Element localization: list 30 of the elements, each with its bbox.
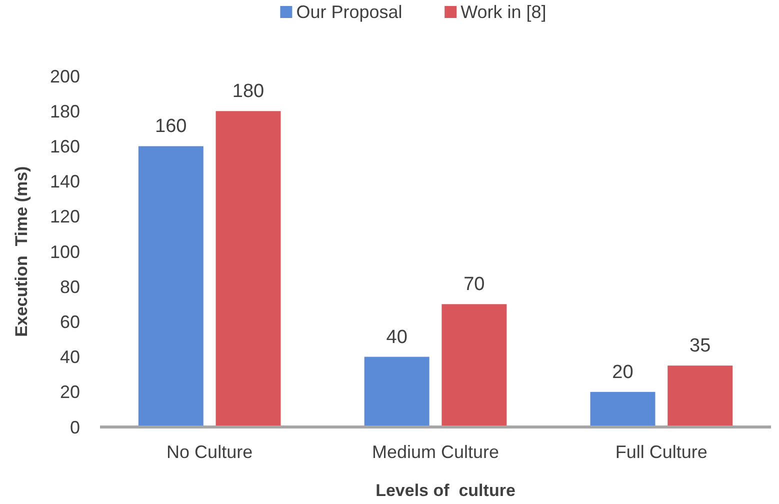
data-label: 40 [386, 326, 408, 348]
bar [442, 304, 507, 427]
data-label: 70 [464, 274, 485, 296]
y-tick-label: 80 [60, 276, 80, 297]
data-label: 20 [612, 362, 634, 383]
y-tick-label: 200 [50, 66, 80, 86]
y-tick-label: 40 [60, 347, 80, 368]
bar [590, 392, 656, 427]
x-axis-title: Levels of culture [376, 481, 516, 500]
y-tick-label: 180 [50, 101, 80, 122]
y-tick-label: 100 [50, 242, 80, 262]
x-tick-label: No Culture [166, 442, 253, 462]
data-label: 160 [155, 116, 187, 138]
y-tick-label: 0 [70, 417, 80, 438]
bar [138, 146, 204, 427]
legend-label: Work in [8] [460, 2, 546, 22]
y-tick-label: 60 [60, 312, 80, 332]
x-tick-label: Medium Culture [372, 442, 500, 462]
y-tick-label: 160 [50, 136, 80, 156]
data-label: 35 [690, 336, 711, 357]
data-label: 180 [232, 81, 264, 102]
legend-label: Our Proposal [296, 2, 402, 22]
y-tick-label: 120 [50, 206, 80, 227]
bar [216, 111, 281, 427]
bar [668, 366, 733, 427]
y-axis-title: Execution Time (ms) [12, 166, 31, 337]
x-tick-label: Full Culture [615, 442, 708, 462]
y-tick-label: 140 [50, 172, 80, 192]
bar [364, 356, 430, 427]
y-tick-label: 20 [60, 382, 80, 402]
